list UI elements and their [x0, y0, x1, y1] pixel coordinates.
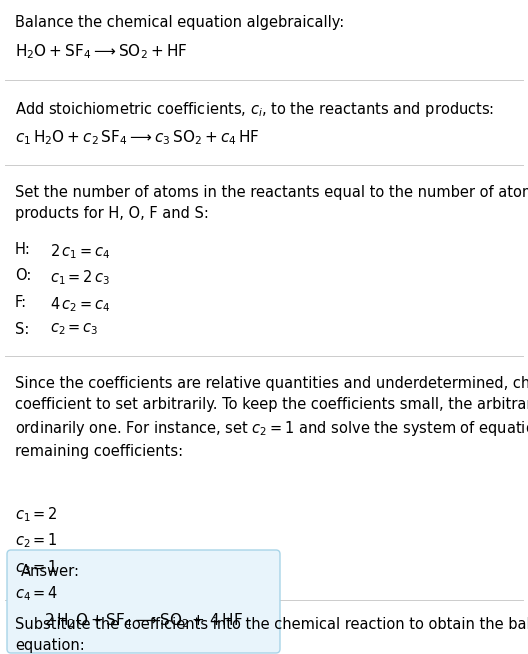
Text: Add stoichiometric coefficients, $c_i$, to the reactants and products:: Add stoichiometric coefficients, $c_i$, …	[15, 100, 494, 119]
Text: $2\,c_1 = c_4$: $2\,c_1 = c_4$	[50, 242, 110, 261]
Text: Balance the chemical equation algebraically:: Balance the chemical equation algebraica…	[15, 15, 344, 30]
Text: O:: O:	[15, 269, 31, 283]
Text: S:: S:	[15, 322, 30, 337]
Text: $c_1 = 2\,c_3$: $c_1 = 2\,c_3$	[50, 269, 110, 287]
Text: $c_1\,\mathrm{H_2O} + c_2\,\mathrm{SF_4} \longrightarrow c_3\,\mathrm{SO_2} + c_: $c_1\,\mathrm{H_2O} + c_2\,\mathrm{SF_4}…	[15, 128, 260, 146]
Text: Since the coefficients are relative quantities and underdetermined, choose a
coe: Since the coefficients are relative quan…	[15, 376, 528, 459]
Text: $c_4 = 4$: $c_4 = 4$	[15, 585, 59, 603]
Text: $c_2 = 1$: $c_2 = 1$	[15, 532, 58, 550]
Text: $c_3 = 1$: $c_3 = 1$	[15, 558, 58, 577]
Text: Answer:: Answer:	[21, 564, 80, 579]
Text: Set the number of atoms in the reactants equal to the number of atoms in the
pro: Set the number of atoms in the reactants…	[15, 185, 528, 221]
Text: F:: F:	[15, 295, 27, 310]
FancyBboxPatch shape	[7, 550, 280, 653]
Text: $\mathrm{H_2O + SF_4 \longrightarrow SO_2 + HF}$: $\mathrm{H_2O + SF_4 \longrightarrow SO_…	[15, 42, 187, 61]
Text: $2\,\mathrm{H_2O + SF_4 \longrightarrow SO_2 +}\,4\,\mathrm{HF}$: $2\,\mathrm{H_2O + SF_4 \longrightarrow …	[44, 611, 243, 630]
Text: $4\,c_2 = c_4$: $4\,c_2 = c_4$	[50, 295, 110, 314]
Text: Substitute the coefficients into the chemical reaction to obtain the balanced
eq: Substitute the coefficients into the che…	[15, 617, 528, 653]
Text: $c_1 = 2$: $c_1 = 2$	[15, 505, 58, 524]
Text: $c_2 = c_3$: $c_2 = c_3$	[50, 322, 99, 337]
Text: H:: H:	[15, 242, 31, 257]
